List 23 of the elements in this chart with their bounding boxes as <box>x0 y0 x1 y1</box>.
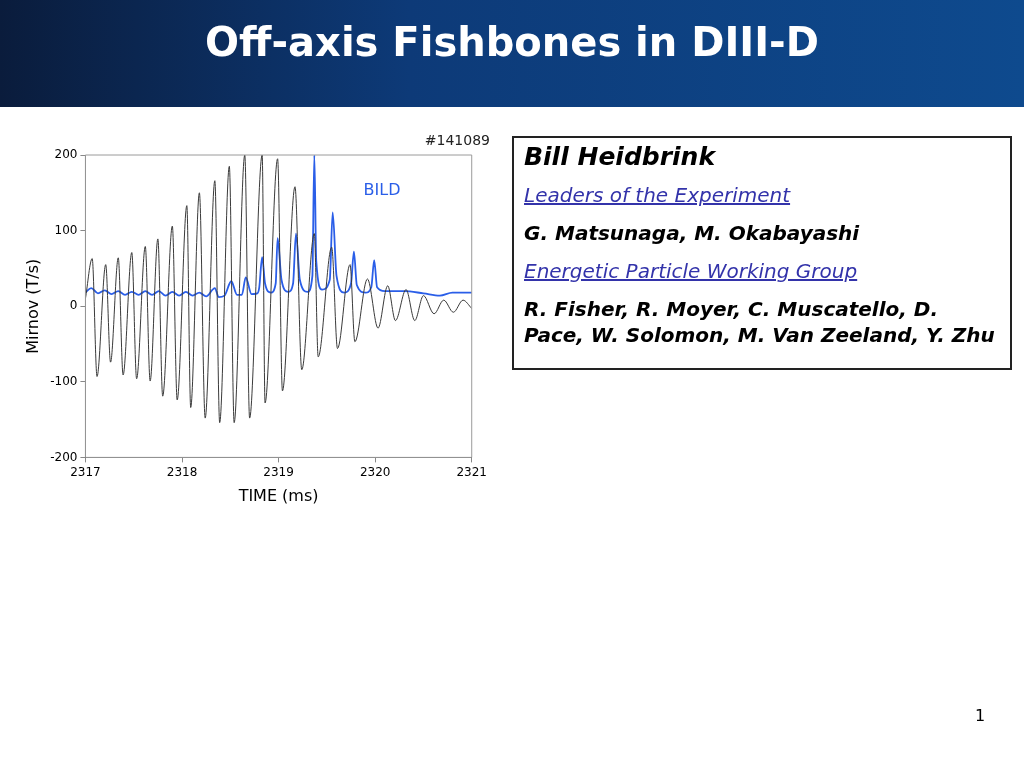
text: BILD <box>363 180 401 199</box>
y-tick-label: 0 <box>69 298 78 313</box>
y-tick-label: 100 <box>54 222 78 237</box>
text: #141089 <box>424 132 490 148</box>
y-axis-title: Mirnov (T/s) <box>22 258 42 354</box>
x-tick-label: 2317 <box>70 464 101 479</box>
x-tick-label: 2320 <box>359 464 391 479</box>
x-tick-label: 2318 <box>166 464 198 479</box>
text: Bill Heidbrink <box>524 142 717 171</box>
line-series <box>85 155 472 424</box>
y-tick-label: 200 <box>54 147 78 162</box>
text: Leaders of the Experiment <box>524 182 792 208</box>
x-axis-title: TIME (ms) <box>237 485 319 505</box>
text: R. Fisher, R. Moyer, C. Muscatello, D. Pace, W. Solomon, M. Van Zeeland, Y. Zhu <box>524 296 996 348</box>
chart-title: Off-axis Fishbones in DIII-D <box>0 0 1024 107</box>
y-tick-label: -200 <box>50 449 78 464</box>
text: G. Matsunaga, M. Okabayashi <box>524 220 861 246</box>
y-tick-label: -100 <box>50 373 78 388</box>
text: 1 <box>975 706 986 725</box>
text: Energetic Particle Working Group <box>524 258 859 284</box>
x-tick-label: 2319 <box>263 464 294 479</box>
x-tick-label: 2321 <box>456 464 487 479</box>
line-series <box>85 155 472 299</box>
